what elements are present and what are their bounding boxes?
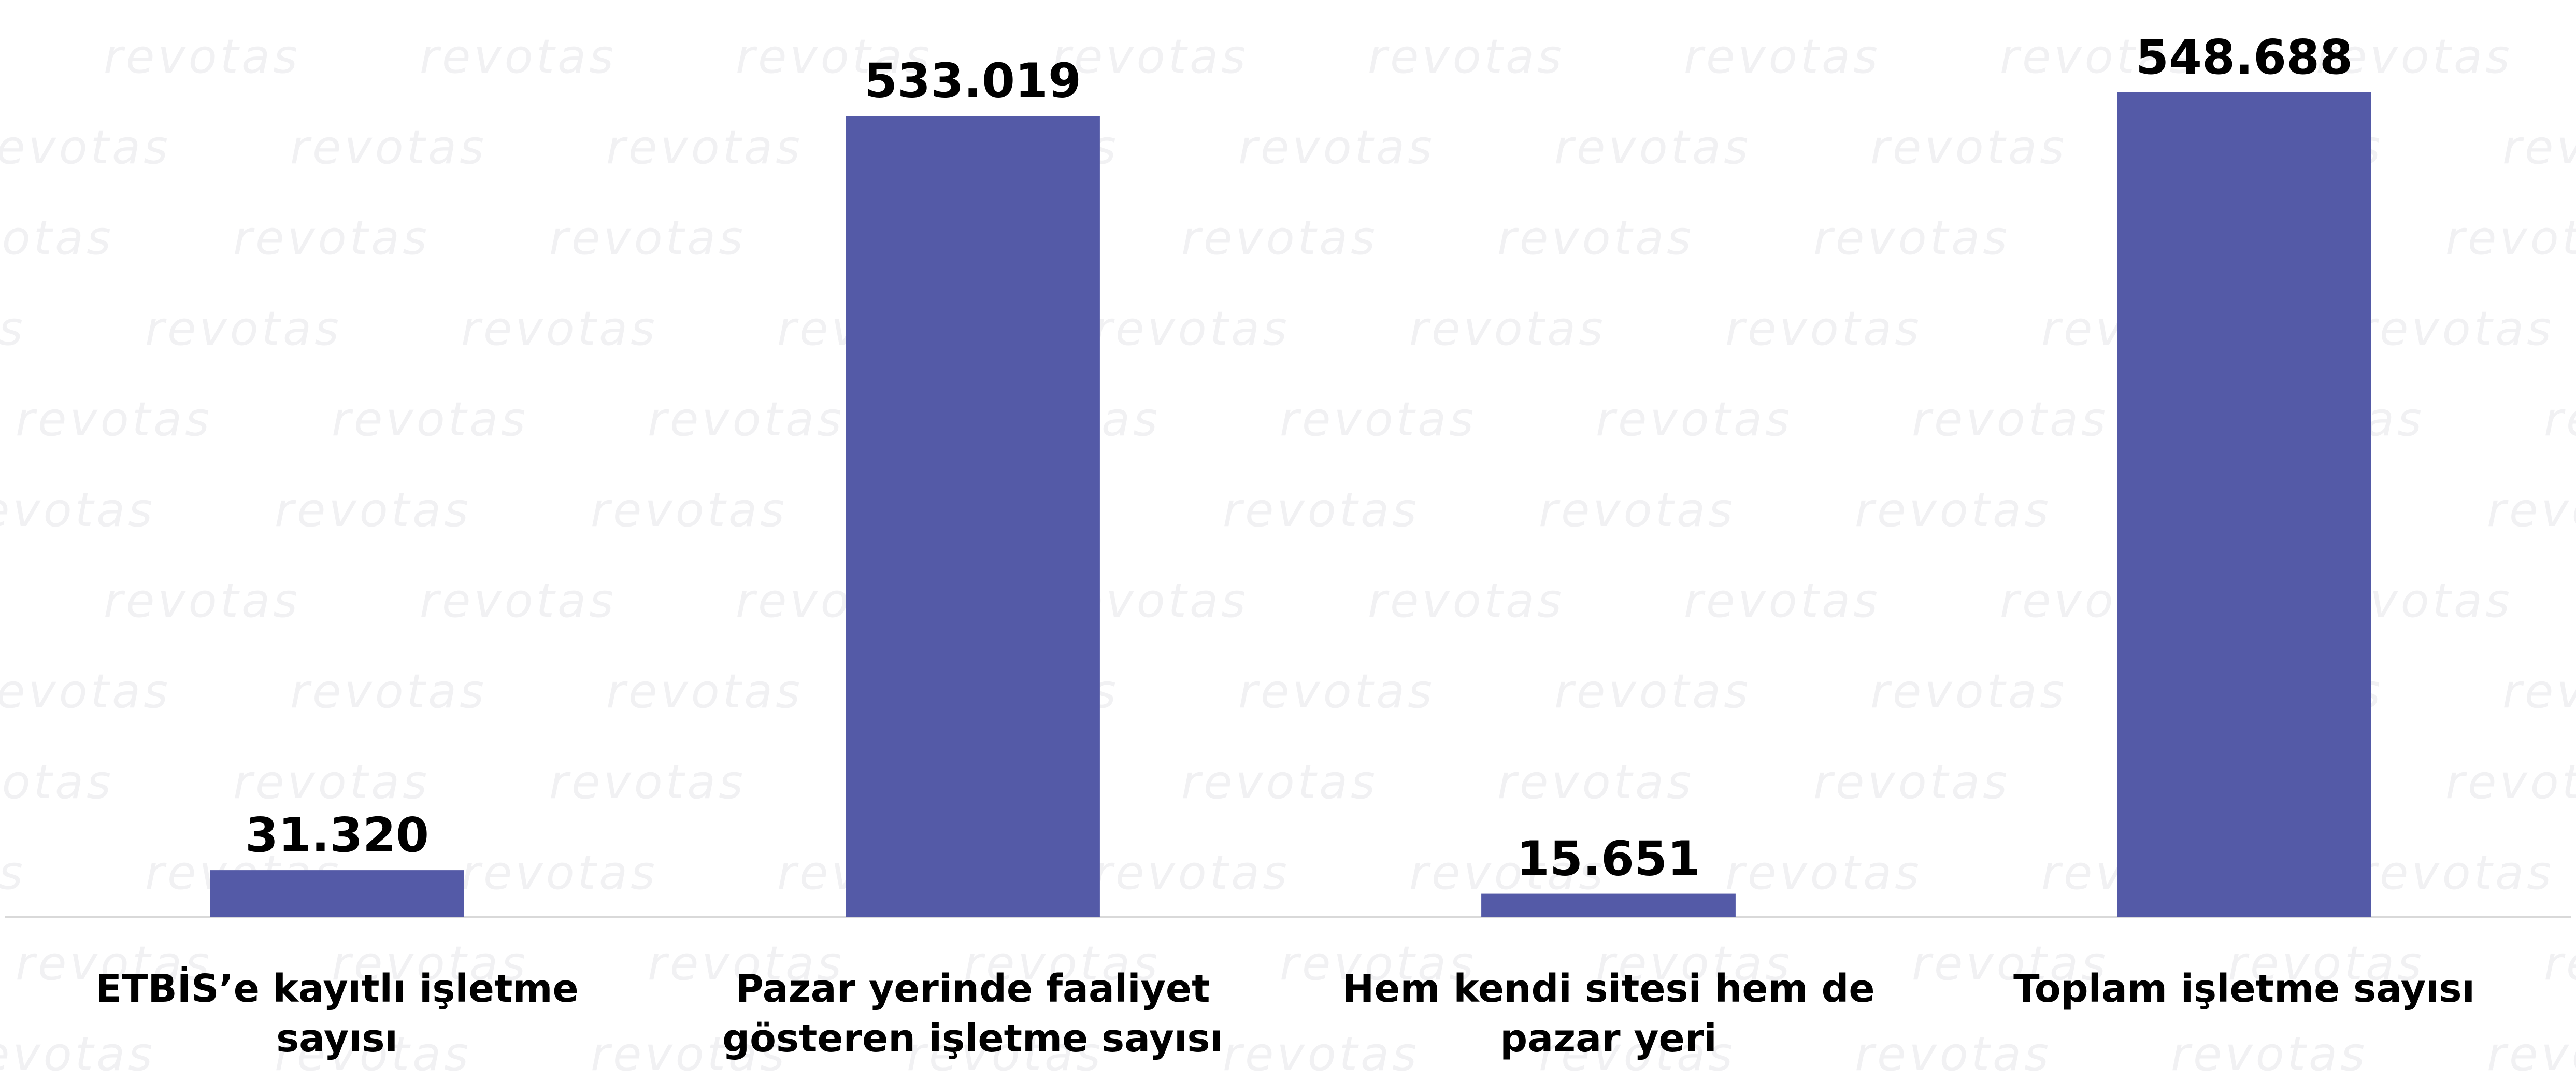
- watermark: revotas: [1554, 120, 1751, 175]
- watermark: revotas: [275, 483, 471, 537]
- watermark: revotas: [1409, 846, 1606, 900]
- watermark: revotas: [2544, 392, 2576, 447]
- watermark: revotas: [16, 392, 212, 447]
- watermark: revotas: [1912, 392, 2109, 447]
- watermark: revotas: [275, 1027, 471, 1081]
- watermark: revotas: [1409, 302, 1606, 356]
- watermark: revotas: [1725, 302, 1922, 356]
- watermark: revotas: [420, 30, 617, 84]
- watermark: revotas: [290, 120, 487, 175]
- watermark: revotas: [549, 211, 746, 265]
- watermark: revotas: [1813, 755, 2010, 809]
- watermark: revotas: [1223, 1027, 1420, 1081]
- watermark: revotas: [1238, 120, 1435, 175]
- x-tick-label: Hem kendi sitesi hem de pazar yeri: [1342, 966, 1875, 1061]
- watermark: revotas: [1596, 936, 1793, 991]
- watermark: revotas: [591, 483, 788, 537]
- watermark: revotas: [420, 574, 617, 628]
- watermark: revotas: [1181, 211, 1378, 265]
- bar: [846, 116, 1100, 917]
- watermark: revotas: [2445, 211, 2576, 265]
- watermark: revotas: [290, 664, 487, 719]
- watermark: revotas: [2171, 1027, 2368, 1081]
- bar: [210, 870, 464, 917]
- watermark: revotas: [0, 846, 26, 900]
- watermark: revotas: [2487, 1027, 2576, 1081]
- watermark: revotas: [0, 755, 114, 809]
- watermark: revotas: [1539, 1027, 1736, 1081]
- watermark: revotas: [1093, 846, 1290, 900]
- watermark: revotas: [2445, 755, 2576, 809]
- watermark: revotas: [2357, 846, 2554, 900]
- watermark: revotas: [0, 120, 171, 175]
- watermark: revotas: [1368, 574, 1565, 628]
- watermark: revotas: [606, 664, 803, 719]
- watermark: revotas: [1093, 302, 1290, 356]
- watermark: revotas: [1725, 846, 1922, 900]
- watermark: revotas: [0, 483, 155, 537]
- value-label: 15.651: [1516, 831, 1700, 887]
- watermark: revotas: [104, 30, 300, 84]
- watermark: revotas: [332, 936, 528, 991]
- watermark: revotas: [907, 1027, 1104, 1081]
- watermark: revotas: [1596, 392, 1793, 447]
- watermark: revotas: [104, 574, 300, 628]
- watermark: revotas: [648, 392, 845, 447]
- watermark: revotas: [233, 755, 430, 809]
- watermark: revotas: [1368, 30, 1565, 84]
- watermark: revotas: [606, 120, 803, 175]
- watermark: revotas: [964, 936, 1161, 991]
- watermark: revotas: [16, 936, 212, 991]
- watermark: revotas: [2228, 936, 2425, 991]
- watermark: revotas: [461, 846, 658, 900]
- x-tick-label: Pazar yerinde faaliyet gösteren işletme …: [722, 966, 1223, 1061]
- bar: [1481, 893, 1736, 917]
- watermark: revotas: [461, 302, 658, 356]
- watermark: revotas: [1497, 755, 1694, 809]
- watermark: revotas: [145, 302, 342, 356]
- value-label: 31.320: [245, 807, 429, 863]
- watermark: revotas: [1181, 755, 1378, 809]
- value-label: 533.019: [864, 53, 1081, 108]
- watermark: revotas: [1684, 574, 1881, 628]
- watermark: revotas: [0, 664, 171, 719]
- watermark: revotas: [1855, 1027, 2052, 1081]
- watermark: revotas: [1280, 936, 1477, 991]
- watermark: revotas: [591, 1027, 788, 1081]
- value-label: 548.688: [2136, 30, 2353, 85]
- watermark: revotas: [0, 302, 26, 356]
- watermark: revotas: [0, 211, 114, 265]
- watermark: revotas: [2357, 302, 2554, 356]
- watermark: revotas: [1870, 120, 2067, 175]
- watermark: revotas: [736, 30, 933, 84]
- watermark: revotas: [2502, 664, 2576, 719]
- watermark: revotas: [549, 755, 746, 809]
- watermark: revotas: [332, 392, 528, 447]
- x-tick-label: ETBİS’e kayıtlı işletme sayısı: [95, 966, 579, 1061]
- watermark: revotas: [2487, 483, 2576, 537]
- watermark: revotas: [1554, 664, 1751, 719]
- watermark: revotas: [1539, 483, 1736, 537]
- watermark: revotas: [1912, 936, 2109, 991]
- watermark: revotas: [1497, 211, 1694, 265]
- watermark: revotas: [2544, 936, 2576, 991]
- watermark: revotas: [1855, 483, 2052, 537]
- watermark: revotas: [648, 936, 845, 991]
- watermark: revotas: [1870, 664, 2067, 719]
- watermark: revotas: [1223, 483, 1420, 537]
- watermark: revotas: [2316, 30, 2513, 84]
- x-tick-label: Toplam işletme sayısı: [2013, 966, 2475, 1011]
- watermark: revotas: [233, 211, 430, 265]
- bar: [2117, 92, 2371, 917]
- watermark: revotas: [1280, 392, 1477, 447]
- watermark: revotas: [1813, 211, 2010, 265]
- watermark: revotas: [2502, 120, 2576, 175]
- watermark: revotas: [0, 1027, 155, 1081]
- watermark: revotas: [1684, 30, 1881, 84]
- watermark: revotas: [2000, 30, 2197, 84]
- watermark: revotas: [1238, 664, 1435, 719]
- watermark: revotas: [1052, 30, 1249, 84]
